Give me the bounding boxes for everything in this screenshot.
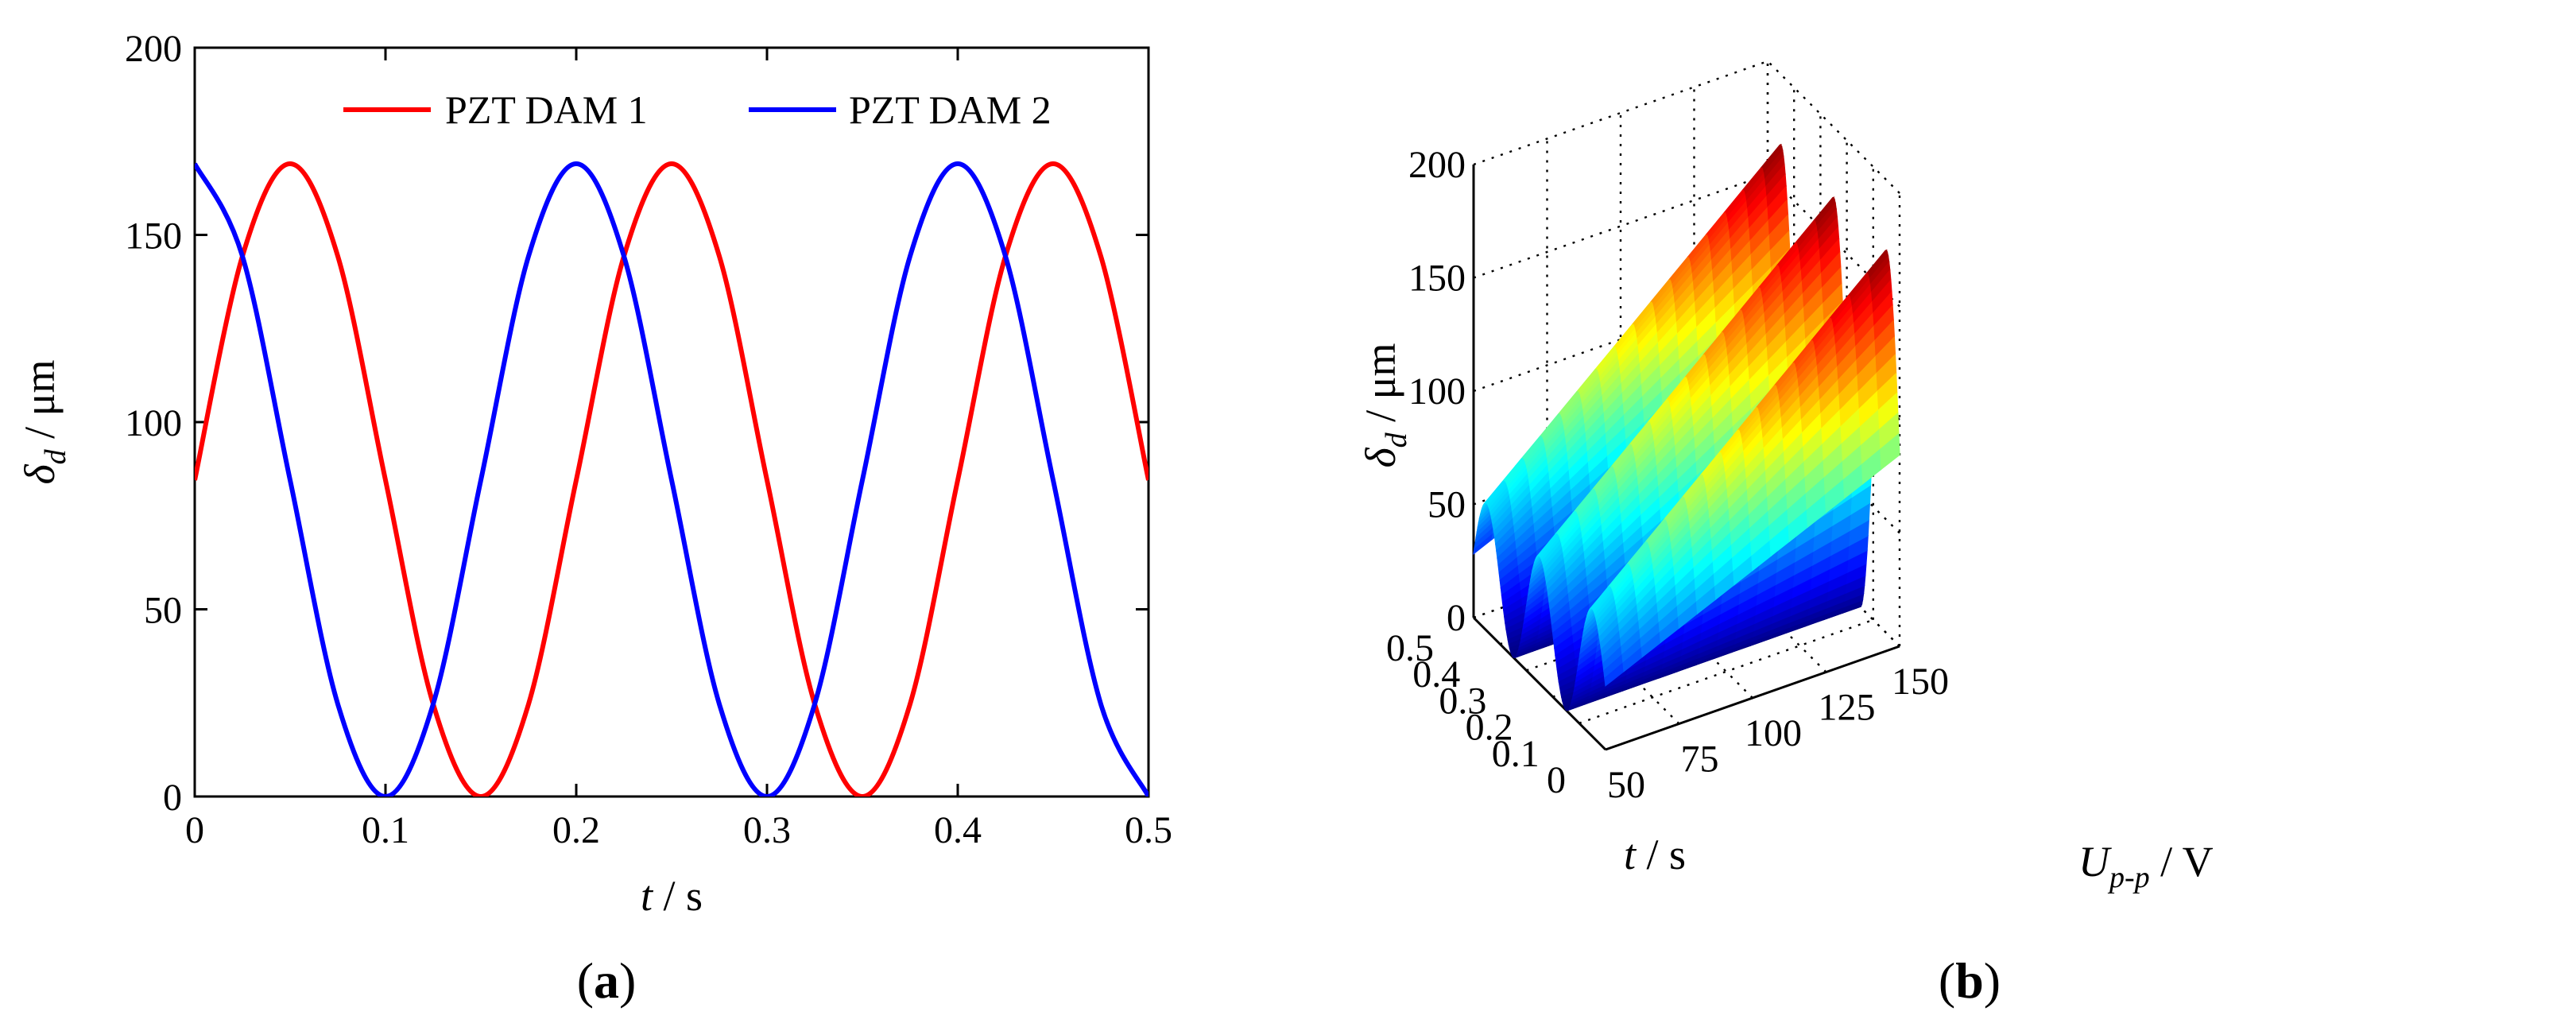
y-tick-label: 0 (163, 777, 182, 819)
chart-b-u-axis-label: Up-p / V (2078, 838, 2214, 894)
chart-b-z-axis-label: δd / μm (1357, 343, 1413, 467)
z-tick-label: 100 (1408, 370, 1466, 413)
series-line-2 (195, 161, 1149, 797)
chart-b-t-axis-label: t / s (1624, 831, 1686, 878)
x-tick-label: 0.1 (362, 809, 409, 851)
surface-patch (1880, 432, 1900, 471)
y-tick-label: 200 (125, 28, 182, 70)
z-tick-label: 50 (1427, 484, 1466, 526)
chart-a-y-axis-label: δd / μm (16, 359, 72, 484)
z-tick-label: 150 (1408, 258, 1466, 300)
grid-line (1767, 60, 1900, 194)
chart-a-x-axis-label: t / s (641, 872, 703, 920)
chart-a-frame (193, 46, 1150, 798)
x-tick-label: 0.4 (934, 809, 982, 851)
t-tick-label: 0.3 (1439, 680, 1486, 722)
grid-line (1473, 173, 1768, 279)
legend-label-series-2: PZT DAM 2 (849, 87, 1052, 132)
u-tick-label: 125 (1819, 687, 1876, 729)
legend-label-series-1: PZT DAM 1 (445, 87, 648, 132)
x-tick-label: 0.2 (552, 809, 600, 851)
z-tick-label: 0 (1447, 597, 1466, 639)
t-tick-label: 0.4 (1412, 653, 1460, 696)
grid-line (1579, 618, 1874, 724)
chart-a-ticks: 0 0.1 0.2 0.3 0.4 0.5 0 50 100 150 200 (125, 28, 1172, 851)
t-tick-label: 0.5 (1386, 627, 1434, 669)
u-axis-line (1605, 645, 1900, 751)
chart-b: 05010015020000.10.20.30.40.5507510012515… (1357, 60, 2214, 1009)
u-tick-label: 50 (1607, 764, 1645, 806)
u-tick-label: 100 (1745, 712, 1802, 754)
t-tick-label: 0 (1547, 759, 1566, 801)
chart-a-series (195, 161, 1149, 797)
x-tick-label: 0 (185, 809, 204, 851)
chart-b-caption: (b) (1939, 952, 2001, 1009)
u-tick-label: 150 (1892, 661, 1949, 703)
x-tick-label: 0.5 (1125, 809, 1172, 851)
y-tick-label: 150 (125, 215, 182, 258)
z-tick-label: 200 (1408, 144, 1466, 186)
y-tick-label: 50 (144, 590, 182, 632)
chart-b-surface (1473, 143, 1900, 711)
y-tick-label: 100 (125, 402, 182, 444)
t-tick-label: 0.2 (1466, 707, 1513, 749)
t-tick-label: 0.1 (1492, 733, 1540, 775)
grid-line (1473, 60, 1768, 166)
t-axis-line (1472, 616, 1607, 751)
chart-b-ticks: 05010015020000.10.20.30.40.5507510012515… (1386, 144, 1949, 806)
series-line-1 (195, 161, 1149, 797)
chart-a-legend: PZT DAM 1 PZT DAM 2 (343, 87, 1052, 132)
u-tick-label: 75 (1681, 738, 1719, 781)
x-tick-label: 0.3 (743, 809, 791, 851)
chart-a-caption: (a) (577, 952, 637, 1009)
chart-a: 0 0.1 0.2 0.3 0.4 0.5 0 50 100 150 200 PZT DAM 1 P… (16, 28, 1172, 1009)
